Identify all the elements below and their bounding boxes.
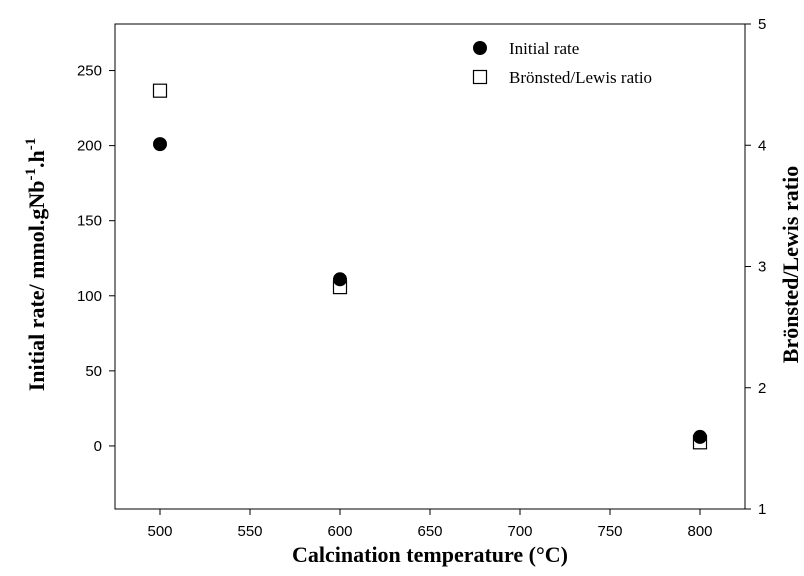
left-y-axis: 0 50 100 150 200 250 xyxy=(77,63,115,455)
initial-rate-point xyxy=(153,137,167,152)
bronsted-lewis-point xyxy=(692,435,708,450)
x-tick-label: 500 xyxy=(147,523,172,540)
legend-marker-initial-rate xyxy=(473,41,487,55)
x-axis-title: Calcination temperature (°C) xyxy=(292,542,568,567)
left-tick-label: 250 xyxy=(77,63,102,80)
legend: Initial rate Brönsted/Lewis ratio xyxy=(472,39,652,87)
left-y-axis-title: Initial rate/ mmol.gNb-1.h-1 xyxy=(23,138,49,392)
legend-label: Initial rate xyxy=(509,39,579,58)
x-tick-label: 600 xyxy=(327,523,352,540)
left-tick-label: 100 xyxy=(77,288,102,305)
x-tick-label: 800 xyxy=(687,523,712,540)
x-tick-label: 700 xyxy=(507,523,532,540)
left-tick-label: 50 xyxy=(85,363,102,380)
x-axis: 500 550 600 650 700 750 800 xyxy=(147,509,713,540)
plot-frame xyxy=(114,23,746,510)
right-tick-label: 1 xyxy=(758,501,766,518)
bronsted-lewis-point xyxy=(332,280,348,295)
x-tick-label: 550 xyxy=(237,523,262,540)
right-y-axis-title: Brönsted/Lewis ratio xyxy=(778,166,803,363)
bronsted-lewis-point xyxy=(152,83,168,98)
x-tick-label: 750 xyxy=(597,523,622,540)
initial-rate-point xyxy=(333,272,347,287)
right-tick-label: 3 xyxy=(758,259,766,276)
right-tick-label: 2 xyxy=(758,380,766,397)
right-tick-label: 5 xyxy=(758,16,766,33)
legend-marker-bronsted-lewis xyxy=(472,69,488,85)
x-tick-label: 650 xyxy=(417,523,442,540)
left-tick-label: 0 xyxy=(94,438,102,455)
left-tick-label: 150 xyxy=(77,213,102,230)
data-marks xyxy=(152,83,708,450)
right-tick-label: 4 xyxy=(758,137,766,154)
left-tick-label: 200 xyxy=(77,138,102,155)
legend-label: Brönsted/Lewis ratio xyxy=(509,68,652,87)
right-y-axis: 1 2 3 4 5 xyxy=(745,16,766,518)
initial-rate-point xyxy=(693,429,707,444)
